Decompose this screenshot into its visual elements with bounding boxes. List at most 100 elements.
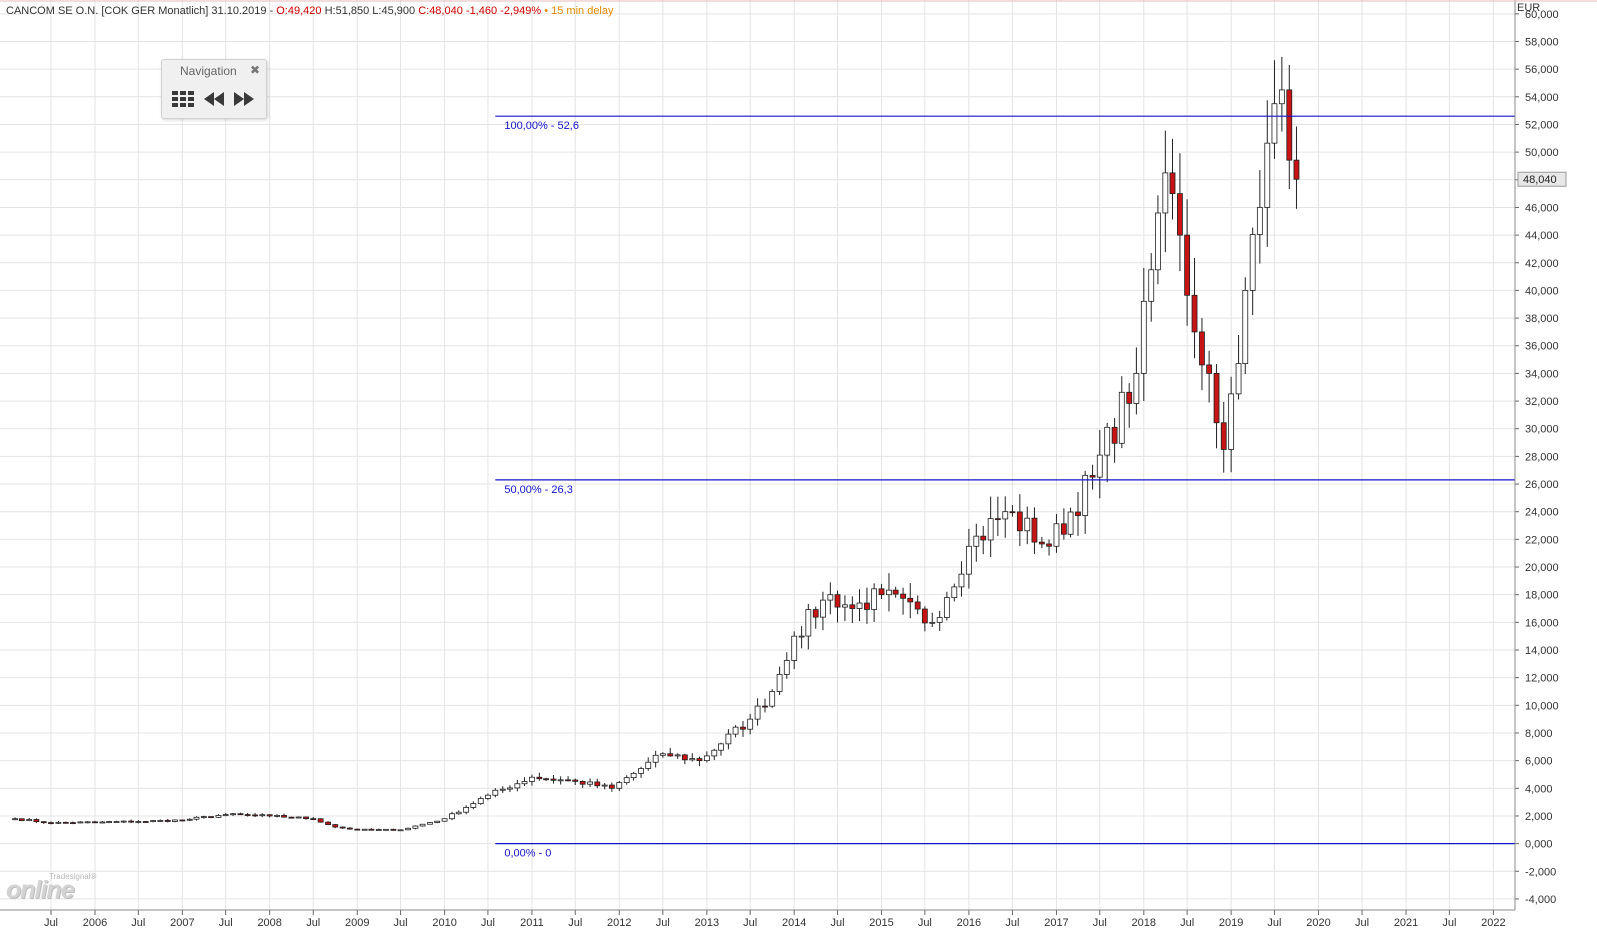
candle-body bbox=[325, 821, 331, 826]
candle-body bbox=[157, 819, 164, 822]
candle-body bbox=[1286, 89, 1293, 161]
candle-body bbox=[1249, 234, 1256, 291]
candle-body bbox=[463, 807, 470, 813]
y-tick-label: 26,000 bbox=[1525, 479, 1559, 491]
candle-body bbox=[1002, 511, 1009, 520]
change-percent: -2,949% bbox=[500, 5, 542, 17]
y-tick-label: 40,000 bbox=[1525, 285, 1559, 297]
candle-body bbox=[266, 814, 273, 817]
x-tick-label: Jul bbox=[1442, 917, 1456, 929]
candle-body bbox=[434, 820, 441, 823]
x-tick-label: 2022 bbox=[1481, 917, 1505, 929]
candle-body bbox=[842, 604, 848, 608]
candle-body bbox=[172, 819, 178, 822]
y-tick-label: -2,000 bbox=[1525, 866, 1556, 878]
candle-body bbox=[1031, 517, 1038, 543]
grid-lines bbox=[0, 0, 1515, 910]
candle-body bbox=[1213, 373, 1220, 424]
candle-body bbox=[244, 814, 251, 816]
close-icon[interactable]: ✖ bbox=[249, 63, 260, 77]
y-tick-label: 42,000 bbox=[1525, 258, 1559, 270]
candle-body bbox=[1278, 89, 1285, 105]
candle-body bbox=[274, 815, 280, 817]
candle-body bbox=[1075, 511, 1081, 516]
candle-body bbox=[798, 635, 805, 638]
candle-body bbox=[208, 816, 214, 819]
candle-body bbox=[33, 819, 40, 823]
y-tick-label: 46,000 bbox=[1525, 202, 1559, 214]
candle-body bbox=[26, 819, 33, 822]
candle-body bbox=[1228, 393, 1235, 450]
candle-body bbox=[572, 779, 579, 782]
last-price-label: 48,040 bbox=[1523, 174, 1557, 186]
candle-body bbox=[40, 821, 47, 824]
candle-body bbox=[696, 758, 703, 762]
candle-body bbox=[354, 828, 361, 831]
candle-body bbox=[361, 828, 368, 831]
candle-body bbox=[310, 818, 317, 821]
y-tick-label: 60,000 bbox=[1525, 9, 1559, 21]
candle-body bbox=[936, 617, 943, 623]
candle-body bbox=[689, 758, 696, 761]
candle-body bbox=[1140, 300, 1147, 374]
candle-body bbox=[12, 818, 18, 821]
candle-body bbox=[1104, 426, 1111, 456]
y-tick-label: 6,000 bbox=[1525, 756, 1553, 768]
y-tick-label: 20,000 bbox=[1525, 562, 1559, 574]
candle-body bbox=[886, 589, 892, 596]
candle-body bbox=[681, 754, 688, 761]
candle-body bbox=[608, 784, 615, 789]
candle-body bbox=[805, 609, 812, 637]
currency-label: EUR bbox=[1517, 2, 1540, 14]
x-tick-label: Jul bbox=[481, 917, 495, 929]
y-tick-label: 36,000 bbox=[1525, 341, 1559, 353]
candle-body bbox=[827, 594, 834, 601]
candle-body bbox=[754, 705, 761, 720]
candle-body bbox=[259, 814, 266, 817]
bar-date: 31.10.2019 - bbox=[211, 5, 274, 17]
candle-body bbox=[1024, 517, 1031, 532]
candle-body bbox=[921, 608, 928, 624]
candle-body bbox=[397, 829, 404, 832]
x-tick-label: 2014 bbox=[782, 917, 806, 929]
grid-icon[interactable] bbox=[170, 89, 196, 109]
candle-body bbox=[565, 779, 571, 782]
x-tick-label: 2018 bbox=[1132, 917, 1156, 929]
change-value: -1,460 bbox=[465, 5, 498, 17]
x-tick-label: 2020 bbox=[1306, 917, 1330, 929]
x-tick-label: 2007 bbox=[170, 917, 194, 929]
navigation-panel[interactable]: Navigation ✖ bbox=[161, 59, 267, 119]
candle-body bbox=[659, 753, 666, 756]
candle-body bbox=[1126, 391, 1133, 404]
y-tick-label: 4,000 bbox=[1525, 783, 1553, 795]
rewind-icon[interactable] bbox=[202, 89, 226, 109]
candle-body bbox=[18, 818, 25, 822]
candle-body bbox=[1169, 172, 1176, 195]
candle-body bbox=[1067, 511, 1074, 535]
candle-body bbox=[186, 818, 193, 821]
candle-body bbox=[543, 778, 549, 781]
fib-level-label: 0,00% - 0 bbox=[504, 848, 551, 860]
candle-body bbox=[718, 743, 724, 751]
candle-body bbox=[120, 820, 127, 823]
x-tick-label: 2016 bbox=[957, 917, 981, 929]
candle-body bbox=[929, 621, 936, 624]
x-tick-label: 2017 bbox=[1044, 917, 1068, 929]
candle-body bbox=[1089, 475, 1096, 478]
candle-body bbox=[762, 705, 768, 708]
candle-body bbox=[630, 772, 637, 779]
candle-body bbox=[375, 829, 382, 831]
candle-body bbox=[864, 602, 870, 610]
last-price-box bbox=[1517, 171, 1567, 187]
candle-body bbox=[193, 816, 200, 820]
candle-body bbox=[55, 821, 62, 824]
candle-body bbox=[980, 535, 987, 541]
candle-body bbox=[594, 781, 601, 787]
candle-body bbox=[834, 594, 841, 608]
fast-forward-icon[interactable] bbox=[232, 89, 256, 109]
y-tick-label: 0,000 bbox=[1525, 839, 1553, 851]
candle-body bbox=[1155, 212, 1161, 271]
candle-body bbox=[390, 828, 397, 831]
x-tick-label: 2015 bbox=[869, 917, 893, 929]
candle-body bbox=[769, 691, 776, 707]
